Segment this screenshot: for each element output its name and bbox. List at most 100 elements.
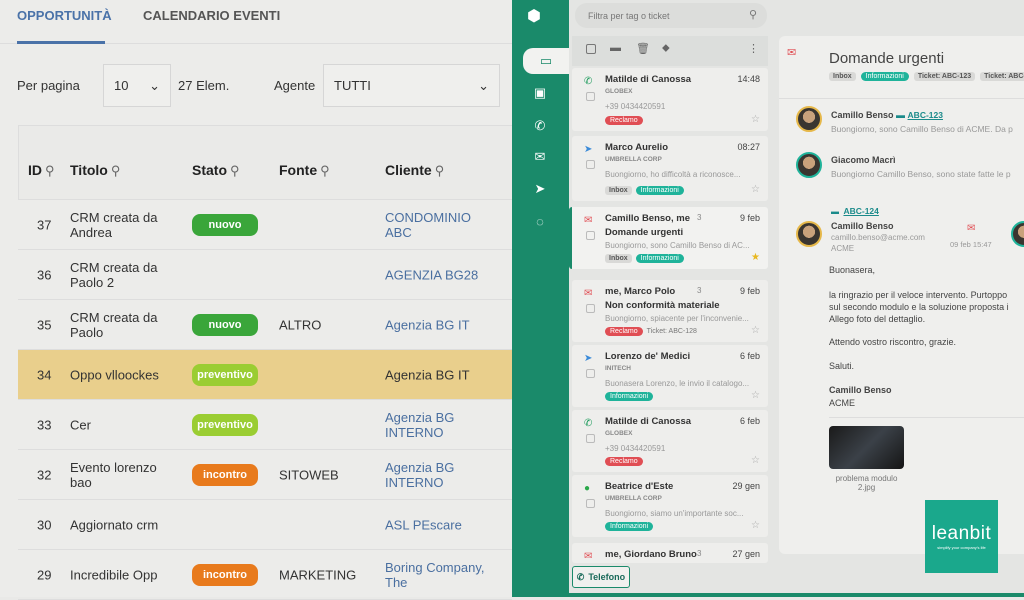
trash-icon[interactable]: 🗑 xyxy=(636,43,650,55)
tag-ticket[interactable]: Ticket: ABC-12 xyxy=(980,72,1024,81)
tag-ticket-search-input[interactable]: Filtra per tag o ticket ⚲ xyxy=(575,3,767,28)
thread-item[interactable]: Camillo Benso ▬ ABC-123 xyxy=(831,110,943,120)
avatar xyxy=(796,106,822,132)
phone-icon: ✆ xyxy=(584,418,593,429)
phone-button[interactable]: ✆ Telefono xyxy=(572,566,630,588)
tag[interactable]: Informazioni xyxy=(605,522,654,531)
message-item[interactable]: ✆ Matilde di Canossa 14:48 GLOBEX +39 04344… xyxy=(572,68,768,131)
table-row[interactable]: 32 Evento lorenzo bao incontro SITOWEB Agen… xyxy=(18,450,512,500)
row-cliente[interactable]: Agenzia BG IT xyxy=(385,367,470,382)
inbox-icon[interactable]: ▭ xyxy=(523,48,569,74)
column-stato[interactable]: Stato ⚲ xyxy=(192,162,240,179)
agent-select[interactable]: TUTTI ⌄ xyxy=(323,64,500,107)
tag-inbox[interactable]: Inbox xyxy=(829,72,856,81)
whatsapp-icon[interactable]: ◌ xyxy=(536,213,544,229)
search-icon: ⚲ xyxy=(748,9,757,21)
message-item[interactable]: ➤ Marco Aurelio 08:27 UMBRELLA CORP Buongio… xyxy=(572,136,768,201)
star-icon[interactable]: ☆ xyxy=(751,390,760,401)
contact-company: UMBRELLA CORP xyxy=(605,495,662,502)
column-cliente[interactable]: Cliente ⚲ xyxy=(385,162,444,179)
search-icon[interactable]: ⚲ xyxy=(320,163,330,178)
star-icon[interactable]: ★ xyxy=(751,252,760,263)
star-icon[interactable]: ☆ xyxy=(751,455,760,466)
attachment-thumbnail[interactable] xyxy=(829,426,904,469)
message-item[interactable]: ✉ me, Marco Polo 3 9 feb Non conformità mat… xyxy=(572,280,768,342)
body-line: la ringrazio per il veloce intervento. P… xyxy=(829,290,1008,300)
per-page-label: Per pagina xyxy=(17,78,80,93)
table-row[interactable]: 37 CRM creata da Andrea nuovo CONDOMINIO A… xyxy=(18,200,512,250)
ticket-link[interactable]: ABC-124 xyxy=(843,206,879,216)
search-icon[interactable]: ⚲ xyxy=(434,163,445,178)
ticket-icon: ▬ xyxy=(831,207,839,216)
row-cliente[interactable]: Agenzia BG INTERNO xyxy=(385,459,455,490)
row-cliente[interactable]: Boring Company, The xyxy=(385,559,485,590)
message-checkbox[interactable] xyxy=(586,304,595,313)
tab-calendario-eventi[interactable]: CALENDARIO EVENTI xyxy=(143,8,281,23)
row-cliente[interactable]: CONDOMINIO ABC xyxy=(385,209,471,240)
tag[interactable]: Reclamo xyxy=(605,327,643,336)
message-checkbox[interactable] xyxy=(586,231,595,240)
star-icon[interactable]: ☆ xyxy=(751,114,760,125)
star-icon[interactable]: ☆ xyxy=(751,184,760,195)
row-cliente[interactable]: AGENZIA BG28 xyxy=(385,267,479,282)
contact-company: INITECH xyxy=(605,365,631,372)
search-icon[interactable]: ⚲ xyxy=(110,163,121,178)
tab-divider xyxy=(0,43,512,44)
table-row[interactable]: 36 CRM creata da Paolo 2 AGENZIA BG28 xyxy=(18,250,512,300)
table-row[interactable]: 29 Incredibile Opp incontro MARKETING Borin… xyxy=(18,550,512,600)
row-title: Incredibile Opp xyxy=(70,567,158,582)
tag-icon[interactable]: ⬥ xyxy=(662,42,670,54)
message-item[interactable]: ✆ Matilde di Canossa 6 feb GLOBEX +39 04344… xyxy=(572,410,768,472)
tag[interactable]: Informazioni xyxy=(635,254,684,263)
tag-ticket[interactable]: Ticket: ABC-123 xyxy=(913,72,976,81)
more-icon[interactable]: ⋮ xyxy=(748,43,759,55)
message-checkbox[interactable] xyxy=(586,92,595,101)
telegram-icon: ➤ xyxy=(584,353,593,364)
tag[interactable]: Inbox xyxy=(605,254,632,263)
message-tags: Reclamo Ticket: ABC-128 xyxy=(605,327,697,336)
ticket-link[interactable]: ABC-123 xyxy=(907,110,943,120)
search-icon[interactable]: ⚲ xyxy=(230,163,240,178)
tab-opportunita[interactable]: OPPORTUNITÀ xyxy=(17,8,112,23)
column-fonte[interactable]: Fonte ⚲ xyxy=(279,162,330,179)
tag[interactable]: Reclamo xyxy=(605,457,643,466)
message-preview: +39 0434420591 xyxy=(605,102,666,111)
table-row[interactable]: 30 Aggiornato crm ASL PEscare xyxy=(18,500,512,550)
tag[interactable]: Reclamo xyxy=(605,116,643,125)
star-icon[interactable]: ☆ xyxy=(751,325,760,336)
table-row[interactable]: 35 CRM creata da Paolo nuovo ALTRO Agenzia … xyxy=(18,300,512,350)
message-checkbox[interactable] xyxy=(586,160,595,169)
column-titolo[interactable]: Titolo ⚲ xyxy=(70,162,120,179)
search-icon[interactable]: ⚲ xyxy=(45,163,55,178)
message-item[interactable]: ➤ Lorenzo de' Medici 6 feb INITECH Buonaser… xyxy=(572,345,768,407)
sender-name[interactable]: Giacomo Macrì xyxy=(831,155,896,165)
select-all-checkbox[interactable] xyxy=(586,44,596,54)
column-id[interactable]: ID ⚲ xyxy=(28,162,55,179)
tag[interactable]: Ticket: ABC-128 xyxy=(646,328,697,335)
row-cliente[interactable]: ASL PEscare xyxy=(385,517,462,532)
message-item[interactable]: ● Beatrice d'Este 29 gen UMBRELLA CORP Buon… xyxy=(572,475,768,537)
star-icon[interactable]: ☆ xyxy=(751,520,760,531)
tag[interactable]: Informazioni xyxy=(605,392,654,401)
telegram-icon[interactable]: ➤ xyxy=(534,181,546,196)
archive-icon[interactable]: ▬ xyxy=(610,42,621,54)
message-item[interactable]: ✉ me, Giordano Bruno 3 27 gen xyxy=(572,543,768,563)
tag-informazioni[interactable]: Informazioni xyxy=(860,72,909,81)
mail-icon[interactable]: ✉ xyxy=(534,149,546,164)
row-fonte: ALTRO xyxy=(279,317,322,332)
table-row[interactable]: 34 Oppo vlloockes preventivo Agenzia BG IT xyxy=(18,350,512,400)
per-page-select[interactable]: 10 ⌄ xyxy=(103,64,171,107)
message-checkbox[interactable] xyxy=(586,369,595,378)
attachment-name[interactable]: problema modulo 2.jpg xyxy=(835,474,898,492)
message-item[interactable]: ✉ Camillo Benso, me 3 9 feb Domande urgenti… xyxy=(569,207,768,269)
message-preview: +39 0434420591 xyxy=(605,444,666,453)
contacts-icon[interactable]: ▣ xyxy=(533,85,547,100)
phone-icon[interactable]: ✆ xyxy=(534,118,546,133)
message-checkbox[interactable] xyxy=(586,434,595,443)
row-cliente[interactable]: Agenzia BG INTERNO xyxy=(385,409,455,440)
row-cliente[interactable]: Agenzia BG IT xyxy=(385,317,470,332)
message-checkbox[interactable] xyxy=(586,499,595,508)
tag[interactable]: Informazioni xyxy=(635,186,684,195)
table-row[interactable]: 33 Cer preventivo Agenzia BG INTERNO xyxy=(18,400,512,450)
tag[interactable]: Inbox xyxy=(605,186,632,195)
